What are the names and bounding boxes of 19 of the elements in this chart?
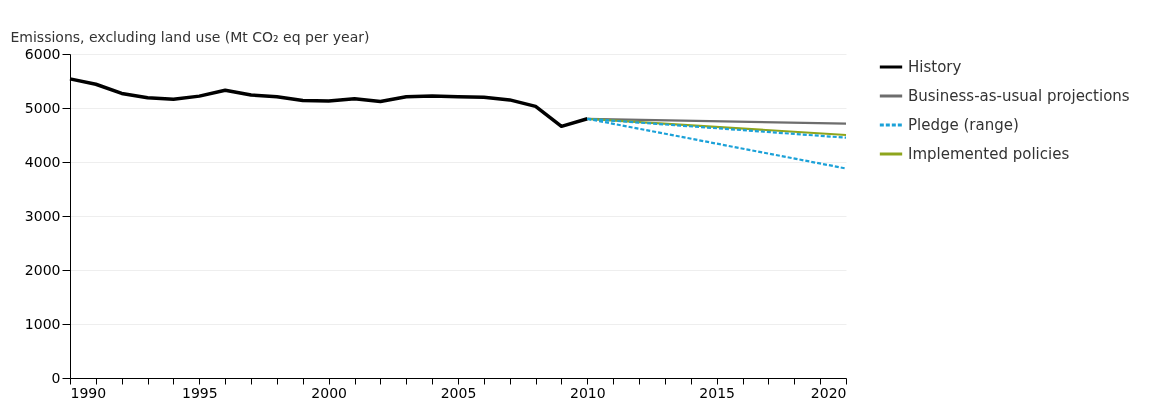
x-tick-label: 1995 [182,384,218,401]
x-tick-label: 2015 [699,384,735,401]
x-tick-label: 2000 [311,384,347,401]
y-axis-title: Emissions, excluding land use (Mt CO₂ eq per year) [10,28,370,45]
x-tick-label: 2020 [810,384,847,401]
legend-label: History [908,58,962,76]
y-tick-label: 5000 [24,99,61,116]
y-tick-label: 6000 [24,45,61,62]
legend-label: Implemented policies [908,145,1070,163]
y-tick-label: 4000 [24,153,61,170]
y-tick-label: 1000 [24,315,61,332]
legend-label: Pledge (range) [908,116,1019,134]
x-tick-label: 2010 [570,384,606,401]
y-tick-label: 2000 [24,261,61,278]
legend-label: Business-as-usual projections [908,87,1130,105]
x-tick-label: 1990 [70,384,107,401]
y-tick-label: 0 [51,369,61,386]
x-tick-label: 2005 [440,384,477,401]
y-tick-label: 3000 [24,207,61,224]
